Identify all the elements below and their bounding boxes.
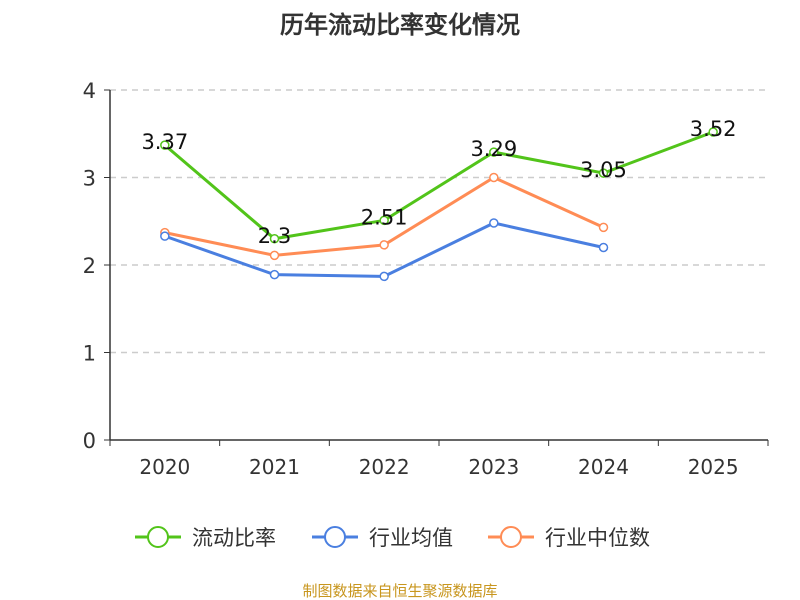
data-label: 2.51 [361, 205, 408, 229]
data-point [269, 269, 280, 280]
chart-title: 历年流动比率变化情况 [280, 11, 520, 39]
data-point [708, 127, 718, 137]
x-tick-label: 2025 [688, 455, 739, 479]
data-point [489, 147, 499, 157]
legend-marker [147, 526, 169, 548]
y-tick-label: 4 [83, 79, 96, 103]
data-point [269, 250, 280, 261]
data-point [379, 215, 389, 226]
data-label: 3.29 [470, 137, 517, 161]
data-point [489, 172, 499, 183]
data-label: 3.37 [141, 130, 188, 154]
data-point [160, 231, 170, 241]
data-label: 3.05 [580, 158, 627, 182]
y-tick-label: 0 [83, 429, 96, 453]
y-tick-label: 2 [83, 254, 96, 278]
footer-source: 制图数据来自恒生聚源数据库 [302, 582, 497, 600]
y-tick-label: 3 [83, 167, 96, 191]
x-tick-label: 2022 [359, 455, 410, 479]
x-tick-label: 2021 [249, 455, 300, 479]
data-point [269, 234, 280, 244]
x-tick-label: 2020 [139, 455, 190, 479]
x-tick-label: 2024 [578, 455, 629, 479]
data-point [489, 218, 499, 228]
data-point [598, 222, 609, 233]
data-label: 3.52 [690, 117, 737, 141]
data-point [379, 240, 389, 250]
series-line [163, 130, 714, 241]
data-point [598, 242, 609, 253]
legend-label: 流动比率 [192, 526, 276, 550]
y-tick-label: 1 [83, 342, 96, 366]
legend-label: 行业均值 [369, 526, 453, 550]
data-point [160, 140, 170, 150]
series-line [164, 221, 604, 278]
data-point [379, 271, 389, 282]
data-point [598, 168, 609, 178]
legend-marker [500, 526, 522, 548]
data-label: 2.3 [258, 224, 291, 248]
x-tick-label: 2023 [468, 455, 519, 479]
legend-label: 行业中位数 [545, 526, 650, 550]
legend-marker [324, 526, 346, 548]
